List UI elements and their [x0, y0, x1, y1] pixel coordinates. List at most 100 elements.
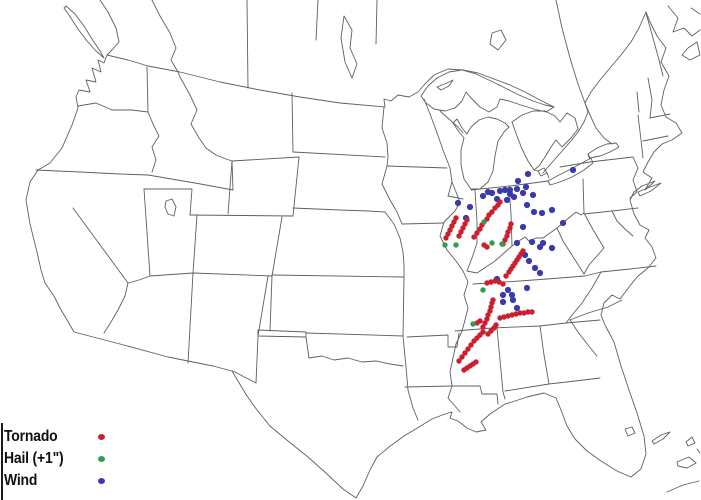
tornado-report-dot: [493, 322, 499, 328]
mississippi-river-upper: [439, 181, 464, 272]
tornado-report-dot: [459, 354, 465, 360]
wind-report-dot: [531, 264, 539, 272]
lake-champlain: [636, 91, 640, 113]
va-nc-border: [600, 265, 657, 273]
al-ga-border: [539, 325, 550, 385]
tornado-report-dot: [474, 230, 480, 236]
ia-mo-border: [401, 222, 445, 225]
maritimes-coast: [667, 5, 701, 37]
ks-mo-border: [402, 276, 405, 337]
tornado-report-dot: [502, 237, 508, 243]
wind-report-dot: [508, 291, 516, 299]
wind-report-dot: [454, 199, 462, 207]
wind-report-dot: [569, 166, 577, 174]
wind-report-dot: [528, 238, 536, 246]
wind-report-dot: [514, 177, 522, 185]
ok-ar-border: [402, 335, 407, 368]
ny-east-border: [637, 114, 644, 159]
lake-erie: [547, 157, 594, 186]
long-island: [637, 182, 662, 197]
tornado-report-dot: [462, 221, 468, 227]
tornado-report-dot: [503, 273, 509, 279]
tornado-report-dot: [456, 233, 462, 239]
tornado-report-dot: [449, 223, 455, 229]
wind-report-dot: [509, 296, 517, 304]
legend-row-tornado: Tornado: [4, 426, 105, 448]
tornado-report-dot: [520, 248, 526, 254]
ut-nv-border: [143, 188, 151, 277]
wy-box: [189, 156, 300, 217]
wind-report-dot: [523, 284, 531, 292]
tornado-report-dot: [458, 229, 464, 235]
ut-co-border: [192, 214, 198, 274]
sask-manitoba-border: [315, 0, 319, 41]
potomac-river: [611, 210, 634, 237]
la-ms-border: [451, 385, 499, 405]
wind-report-dot: [496, 187, 504, 195]
tornado-report-dot: [468, 342, 474, 348]
mn-wi-border: [423, 98, 453, 197]
wind-report-dot: [504, 286, 512, 294]
ut-north-border: [143, 188, 193, 216]
tornado-report-dot: [477, 226, 483, 232]
wi-il-border: [447, 195, 464, 200]
fl-north-border: [504, 377, 601, 392]
wv-va-border: [583, 212, 605, 275]
bahamas-1: [651, 431, 671, 445]
wi-mi-border: [439, 110, 464, 134]
mi-south-border: [470, 180, 549, 191]
wind-report-dot: [523, 201, 531, 209]
lake-ontario: [587, 142, 620, 159]
ky-east-border: [556, 227, 585, 275]
wa-id-border: [146, 66, 149, 113]
map-borders: [25, 0, 701, 499]
tornado-report-dot: [447, 227, 453, 233]
wind-report-dot: [530, 208, 538, 216]
oh-pa-border: [582, 178, 585, 214]
tornado-report-dot: [453, 215, 459, 221]
nc-sc-border: [569, 299, 623, 321]
lake-winnipeg: [340, 15, 358, 79]
tornado-report-dot: [462, 350, 468, 356]
tornado-report-dot: [471, 234, 477, 240]
ga-sc-border: [569, 319, 598, 357]
lake-superior: [420, 69, 555, 113]
az-ut-border: [149, 272, 273, 277]
pa-south-border: [583, 207, 639, 215]
legend-row-wind: Wind: [4, 470, 105, 492]
vt-nh-border: [647, 77, 653, 119]
ne-east-river: [384, 211, 405, 278]
canada-border: [106, 54, 555, 108]
legend-label-hail: Hail (+1"): [4, 450, 64, 467]
wind-report-dot: [503, 196, 511, 204]
ks-west-border: [269, 275, 273, 332]
ms-al-border: [496, 327, 506, 400]
tornado-report-dot: [443, 235, 449, 241]
mn-west-border: [381, 106, 389, 167]
ks-ok-border: [305, 332, 404, 337]
detroit-river: [533, 169, 550, 179]
wind-report-dot: [506, 186, 514, 194]
hail-legend-dot-icon: [98, 456, 105, 462]
tn-nc-border: [565, 271, 602, 324]
wind-report-dot: [519, 223, 527, 231]
hail-report-dot: [470, 321, 476, 327]
hail-report-dot: [442, 242, 448, 248]
tornado-report-dot: [484, 244, 490, 250]
tx-panhandle-west: [232, 335, 259, 384]
nm-east-border: [257, 275, 269, 337]
ma-north-border: [649, 113, 671, 119]
wa-or-border: [77, 102, 149, 113]
ontario-quebec-border: [555, 0, 586, 104]
hail-report-dot: [453, 242, 459, 248]
hail-report-dot: [480, 287, 486, 293]
great-salt-lake: [164, 198, 177, 217]
nv-az-border: [127, 275, 151, 284]
alberta-sask-border: [246, 0, 249, 89]
ar-la-border: [404, 385, 453, 388]
hail-report-dot: [489, 240, 495, 246]
us-outer-boundary: [25, 11, 683, 499]
tornado-report-dot: [490, 297, 496, 303]
